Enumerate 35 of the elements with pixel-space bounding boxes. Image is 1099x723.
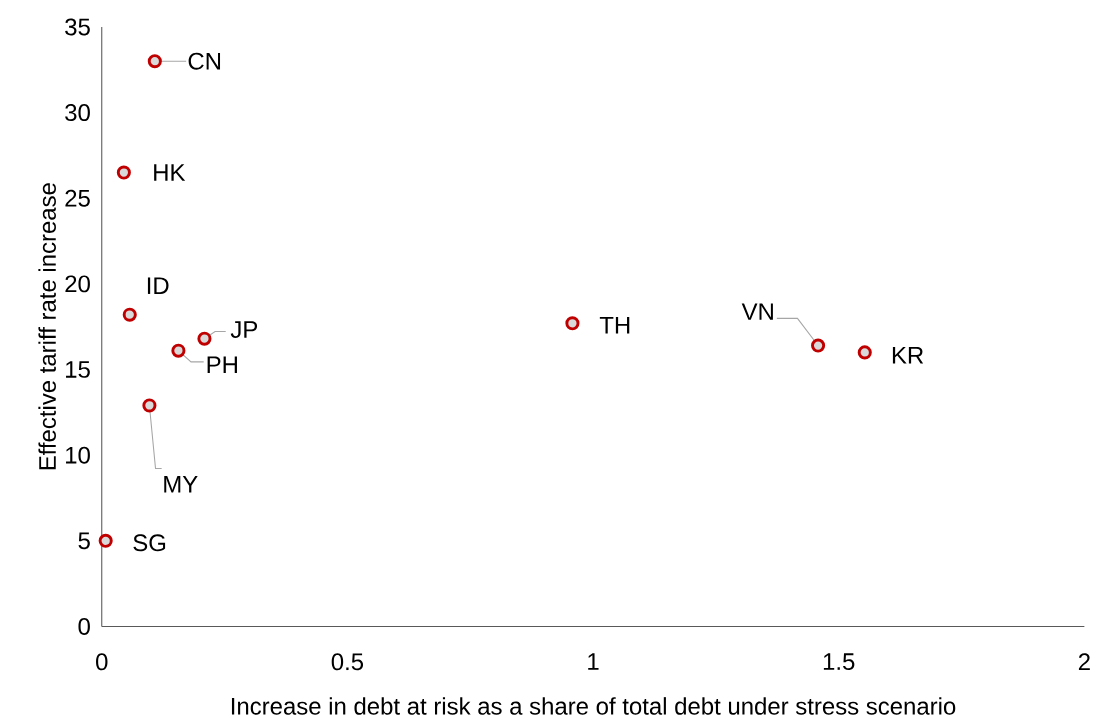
annotation: CN (188, 52, 221, 70)
y-tick-label: 5 (78, 532, 90, 550)
y-tick-label: 15 (66, 361, 90, 379)
x-tick-label: 2 (1078, 653, 1090, 671)
x-tick-label: 1 (588, 653, 599, 670)
y-tick-label: 30 (65, 104, 90, 122)
x-tick-label: 1.5 (823, 653, 855, 671)
y-tick-label: 20 (65, 275, 90, 293)
point (197, 331, 212, 346)
point (116, 165, 131, 180)
annotation: TH (599, 317, 630, 334)
x-tick-label: 0.5 (331, 653, 364, 671)
point (565, 316, 580, 331)
annotation: PH (207, 356, 237, 374)
annotation: KR (892, 347, 924, 364)
annotation: JP (230, 321, 258, 339)
y-tick-label: 35 (65, 18, 90, 36)
point (857, 345, 872, 360)
point (122, 307, 137, 322)
y-tick-label: 10 (66, 446, 90, 464)
point (147, 54, 162, 69)
annotation: HK (154, 164, 186, 181)
y-axis-title: Effective tariff rate increase (38, 183, 56, 470)
annotation: VN (741, 303, 773, 320)
x-axis-title: Increase in debt at risk as a share of total debt under stress scenario (231, 697, 956, 715)
y-tick-label: 25 (65, 189, 90, 207)
point (98, 533, 113, 549)
y-tick-label: 0 (78, 618, 90, 636)
annotation: ID (147, 277, 169, 295)
point (142, 398, 157, 413)
annotation: SG (133, 534, 166, 552)
annotation: MY (164, 476, 198, 493)
point (811, 338, 826, 353)
x-tick-label: 0 (96, 653, 108, 671)
point (171, 343, 186, 358)
